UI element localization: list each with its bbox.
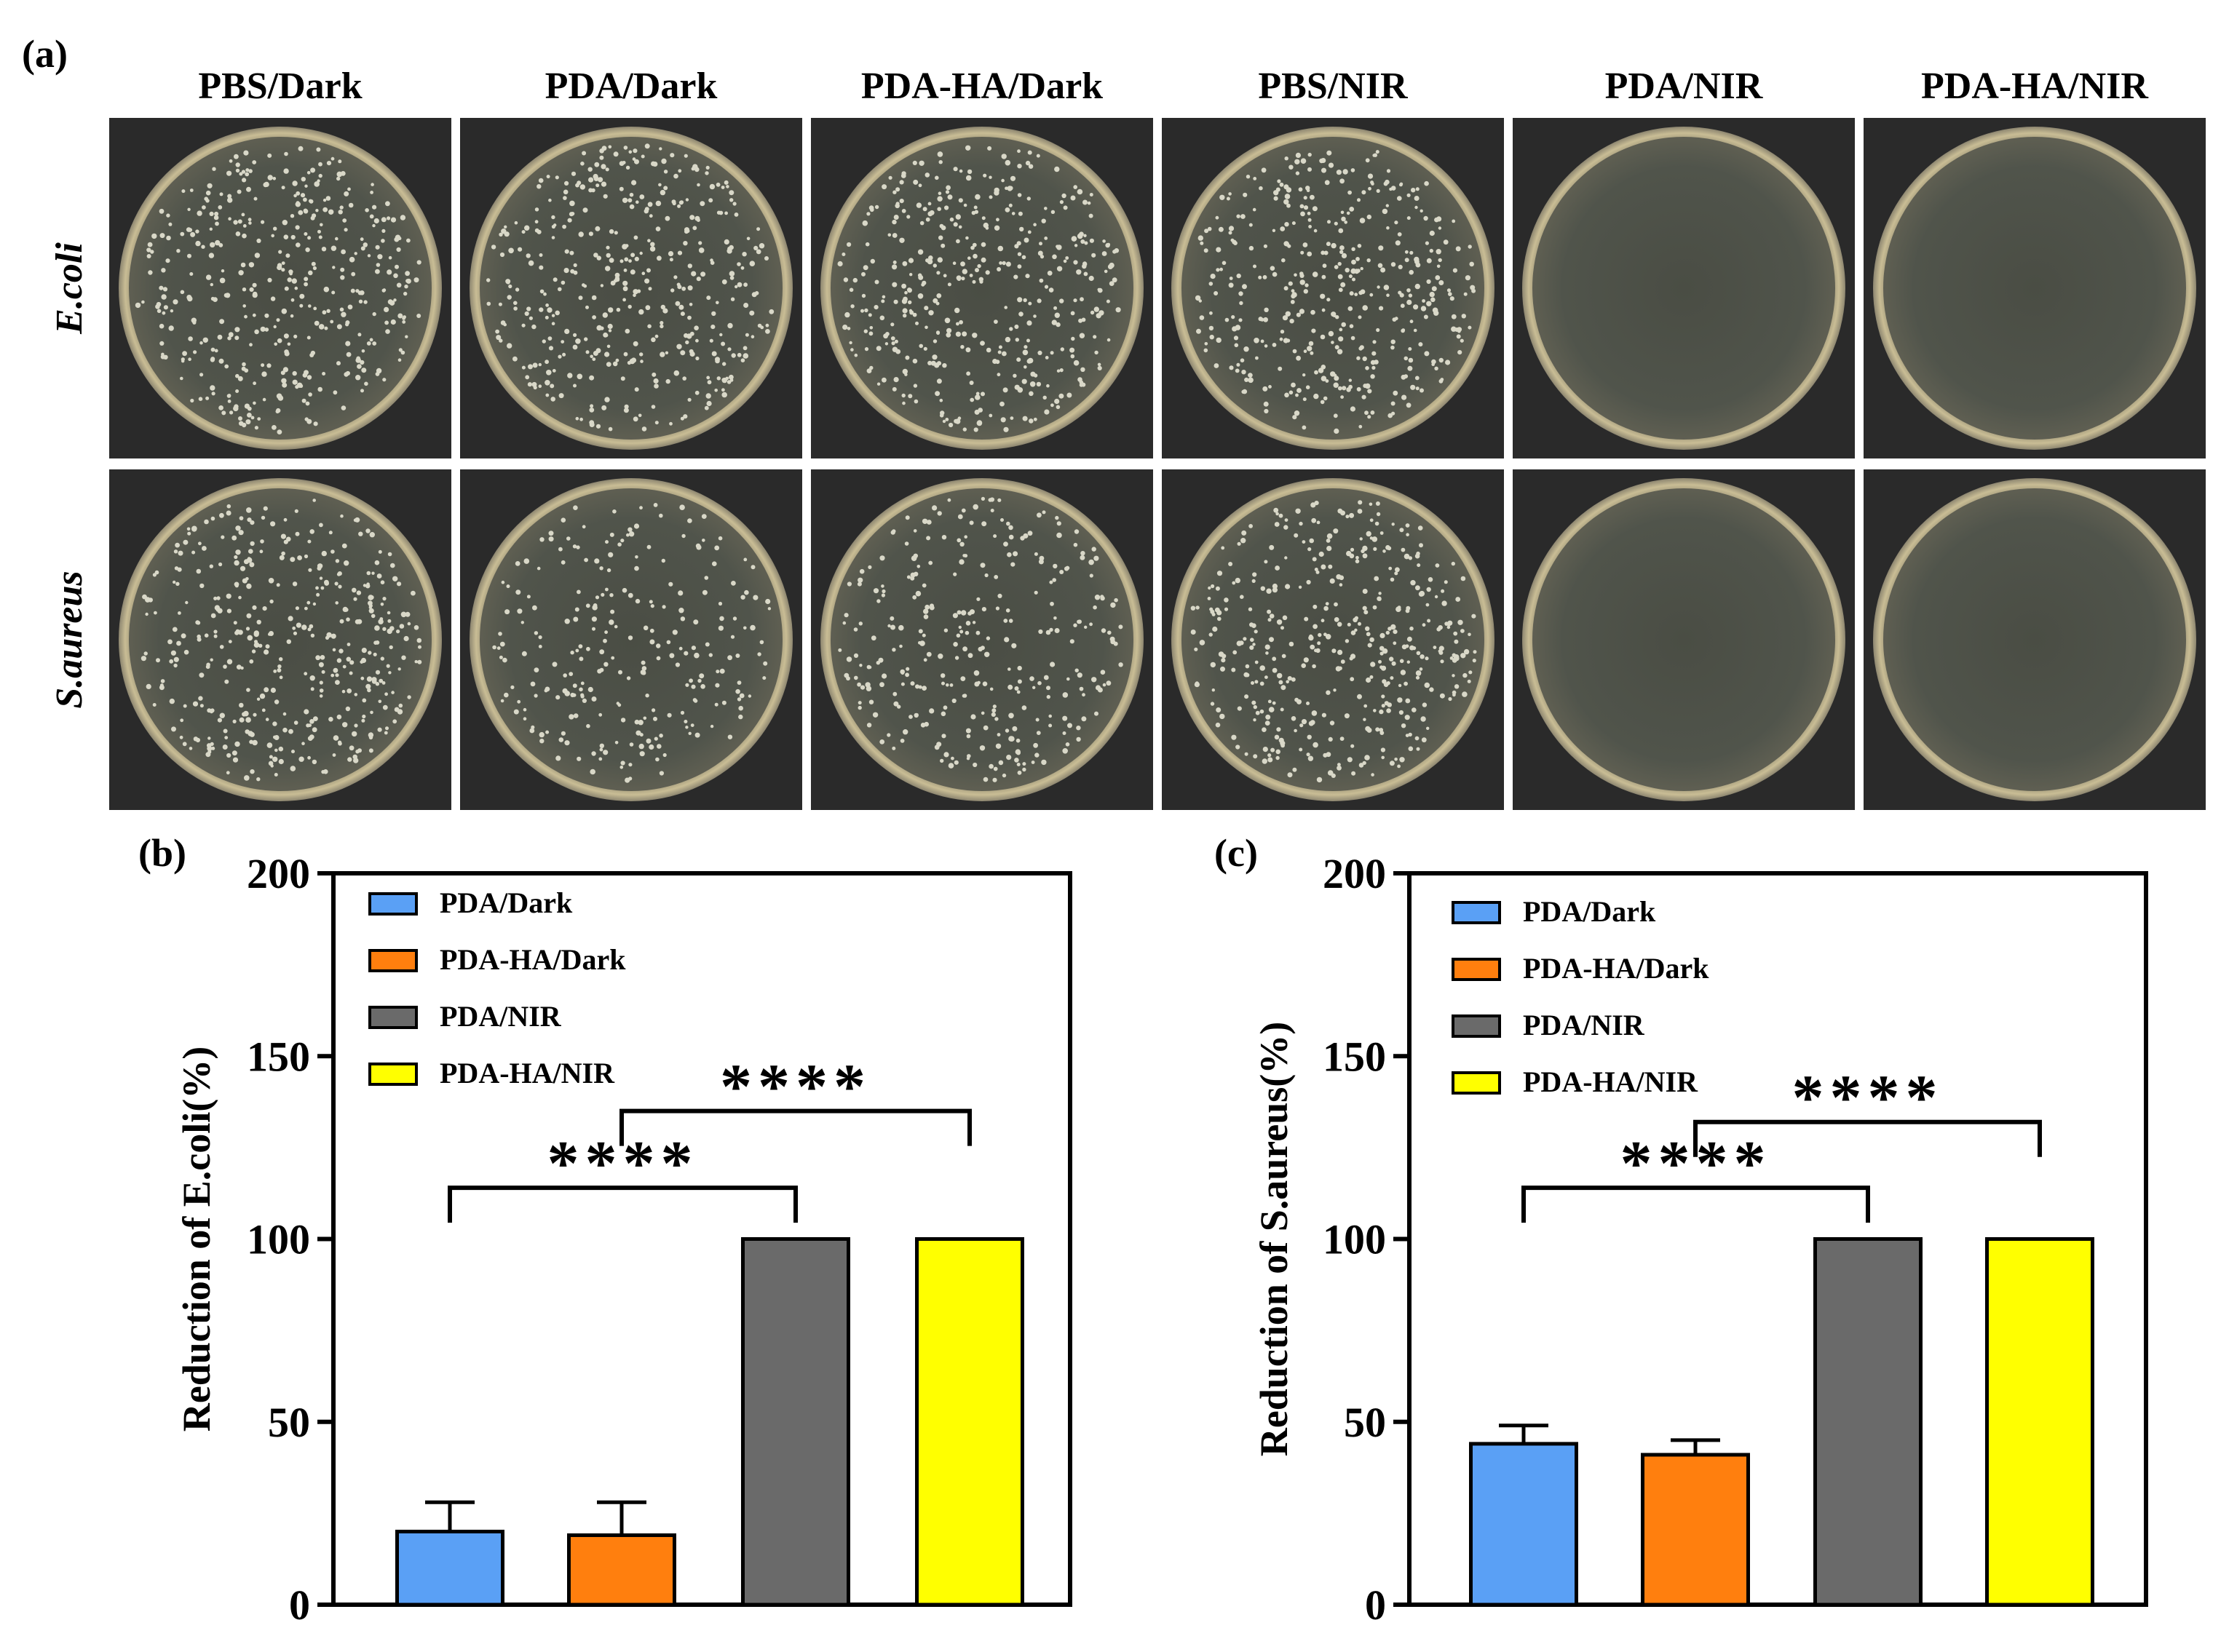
legend-swatch — [1452, 958, 1501, 981]
legend-entry: PDA/NIR — [440, 1000, 562, 1033]
panel-a-label: (a) — [22, 32, 68, 76]
legend-swatch — [368, 1063, 418, 1086]
significance-stars: **** — [720, 1052, 871, 1123]
petri-dish-photo — [1162, 118, 1504, 458]
legend-entry: PDA/Dark — [440, 886, 573, 919]
y-tick-label: 100 — [1323, 1216, 1386, 1263]
legend-swatch — [368, 892, 418, 916]
plate-column-header: PDA/NIR — [1605, 65, 1764, 107]
chart-c-saureus-reduction: (c) Reduction of S.aureus(%) 0 50 100 150 200 *… — [1214, 831, 2148, 1629]
plate-column-header: PDA-HA/Dark — [861, 65, 1103, 107]
colony-cluster — [1190, 500, 1477, 783]
agar-surface — [831, 137, 1133, 440]
panel-label: (b) — [138, 831, 186, 875]
y-axis-label: Reduction of E.coli(%) — [175, 1047, 218, 1431]
significance-bracket — [619, 1108, 972, 1146]
agar-surface — [129, 137, 432, 440]
y-tick-label: 50 — [1344, 1399, 1386, 1446]
colony-cluster — [837, 145, 1121, 432]
bar-pda-ha-nir — [1985, 1237, 2094, 1607]
plate-column-headers: PBS/Dark PDA/Dark PDA-HA/Dark PBS/NIR PDA/NI… — [198, 65, 2149, 107]
plate-grid — [109, 118, 2206, 810]
significance-bracket — [1693, 1119, 2042, 1157]
y-tick-label: 200 — [247, 850, 310, 897]
petri-dish-photo — [811, 118, 1153, 458]
y-tick-label: 50 — [268, 1399, 310, 1446]
y-tick-label: 200 — [1323, 850, 1386, 897]
petri-dish-photo — [1864, 469, 2206, 810]
legend-entry: PDA-HA/NIR — [440, 1057, 615, 1089]
panel-a-plate-photos: (a) PBS/Dark PDA/Dark PDA-HA/Dark PBS/NIR PD… — [22, 32, 2206, 810]
significance-stars: **** — [1792, 1063, 1944, 1134]
legend-swatch — [1452, 901, 1501, 924]
colony-cluster — [140, 499, 422, 782]
petri-dish-photo — [1864, 118, 2206, 458]
legend-entry: PDA/Dark — [1523, 895, 1656, 928]
colony-cluster — [492, 503, 772, 783]
petri-dish-photo — [1513, 118, 1855, 458]
significance-bracket — [1521, 1186, 1870, 1223]
legend-swatch — [368, 1006, 418, 1029]
bar-pda-ha-nir — [915, 1237, 1024, 1607]
plate-row-header: E.coli — [49, 242, 90, 335]
petri-dish-photo — [109, 118, 451, 458]
y-tick-label: 150 — [247, 1033, 310, 1080]
bar-pda-dark — [395, 1530, 504, 1607]
significance-bracket — [448, 1186, 798, 1223]
chart-b-ecoli-reduction: (b) Reduction of E.coli(%) 0 50 100 150 200 ***… — [138, 831, 1072, 1629]
agar-surface — [1883, 488, 2186, 791]
colony-cluster — [486, 143, 775, 432]
plate-column-header: PDA-HA/NIR — [1921, 65, 2149, 107]
y-tick-label: 0 — [1365, 1581, 1386, 1629]
agar-surface — [1181, 488, 1484, 791]
legend-entry: PDA-HA/Dark — [440, 943, 626, 976]
y-tick-label: 0 — [289, 1581, 310, 1629]
legend-entry: PDA/NIR — [1523, 1009, 1645, 1041]
y-axis-label: Reduction of S.aureus(%) — [1252, 1022, 1296, 1457]
petri-dish-photo — [1162, 469, 1504, 810]
agar-surface — [1883, 137, 2186, 440]
colony-cluster — [1195, 150, 1476, 434]
agar-surface — [1532, 488, 1835, 791]
petri-dish-photo — [109, 469, 451, 810]
bar-pda-ha-dark — [1641, 1453, 1750, 1607]
agar-surface — [480, 137, 783, 440]
panel-label: (c) — [1214, 831, 1258, 875]
y-tick-label: 100 — [247, 1216, 310, 1263]
agar-surface — [831, 488, 1133, 791]
plate-column-header: PBS/Dark — [198, 65, 362, 107]
legend-swatch — [1452, 1071, 1501, 1095]
bar-pda-nir — [1813, 1237, 1923, 1607]
plate-column-header: PBS/NIR — [1258, 65, 1409, 107]
petri-dish-photo — [1513, 469, 1855, 810]
bar-pda-nir — [741, 1237, 850, 1607]
plate-row-header: S.aureus — [49, 571, 90, 708]
plate-column-header: PDA/Dark — [545, 65, 718, 107]
bar-pda-ha-dark — [567, 1533, 676, 1607]
colony-cluster — [838, 496, 1123, 782]
y-tick-label: 150 — [1323, 1033, 1386, 1080]
legend-entry: PDA-HA/Dark — [1523, 952, 1709, 985]
agar-surface — [129, 488, 432, 791]
significance-stars: **** — [1620, 1129, 1772, 1199]
legend-entry: PDA-HA/NIR — [1523, 1065, 1698, 1098]
petri-dish-photo — [811, 469, 1153, 810]
colony-cluster — [135, 146, 421, 434]
plate-row-headers: E.coli S.aureus — [49, 242, 90, 709]
agar-surface — [1532, 137, 1835, 440]
legend-swatch — [1452, 1014, 1501, 1038]
bar-pda-dark — [1469, 1442, 1578, 1607]
petri-dish-photo — [460, 469, 802, 810]
petri-dish-photo — [460, 118, 802, 458]
legend-swatch — [368, 949, 418, 972]
agar-surface — [1181, 137, 1484, 440]
